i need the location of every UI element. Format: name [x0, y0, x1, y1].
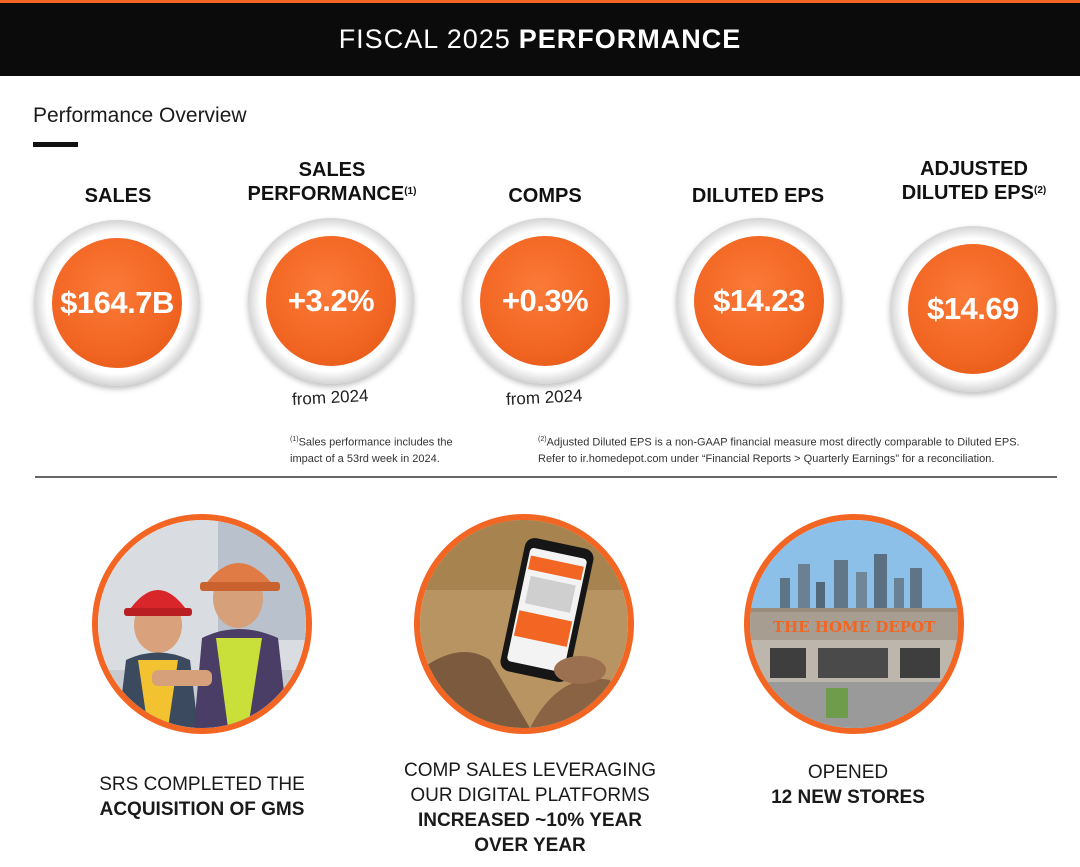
- stat-ring-sales-performance: +3.2%: [248, 218, 414, 384]
- title-underline: [33, 142, 78, 147]
- workers-photo: [92, 514, 312, 734]
- stat-value-diluted-eps: $14.23: [694, 236, 824, 366]
- banner-title-light: FISCAL 2025: [338, 24, 511, 54]
- caption-new-stores: OPENED 12 NEW STORES: [771, 762, 925, 808]
- new-store-photo: THE HOME DEPOT: [744, 514, 964, 734]
- stat-ring-adjusted-diluted-eps: $14.69: [890, 226, 1056, 392]
- banner-title-bold: PERFORMANCE: [518, 24, 742, 54]
- store-sign: THE HOME DEPOT: [773, 618, 936, 636]
- stat-value-sales-performance: +3.2%: [266, 236, 396, 366]
- footnote-1: (1)Sales performance includes the impact…: [290, 436, 453, 465]
- footnote-2: (2)Adjusted Diluted EPS is a non-GAAP fi…: [538, 436, 1020, 465]
- from-2024-note: from 2024: [291, 386, 369, 409]
- stat-label-comps: COMPS: [508, 185, 582, 207]
- caption-acquisition: SRS COMPLETED THE ACQUISITION OF GMS: [99, 774, 305, 820]
- from-2024-note: from 2024: [505, 386, 583, 409]
- stat-label-adjusted-diluted-eps: ADJUSTED DILUTED EPS(2): [901, 158, 1047, 204]
- title-banner: FISCAL 2025 PERFORMANCE: [0, 0, 1080, 76]
- stat-ring-sales: $164.7B: [34, 220, 200, 386]
- stat-ring-diluted-eps: $14.23: [676, 218, 842, 384]
- stat-label-sales: SALES: [84, 185, 152, 207]
- section-title: Performance Overview: [33, 104, 247, 127]
- stat-value-comps: +0.3%: [480, 236, 610, 366]
- stat-label-sales-performance: SALES PERFORMANCE(1): [247, 159, 417, 205]
- stat-label-diluted-eps: DILUTED EPS: [691, 185, 825, 207]
- caption-digital: COMP SALES LEVERAGING OUR DIGITAL PLATFO…: [403, 760, 656, 856]
- digital-platform-photo: [414, 514, 634, 734]
- section-divider: [35, 476, 1057, 478]
- stat-ring-comps: +0.3%: [462, 218, 628, 384]
- stat-value-adjusted-diluted-eps: $14.69: [908, 244, 1038, 374]
- stat-value-sales: $164.7B: [52, 238, 182, 368]
